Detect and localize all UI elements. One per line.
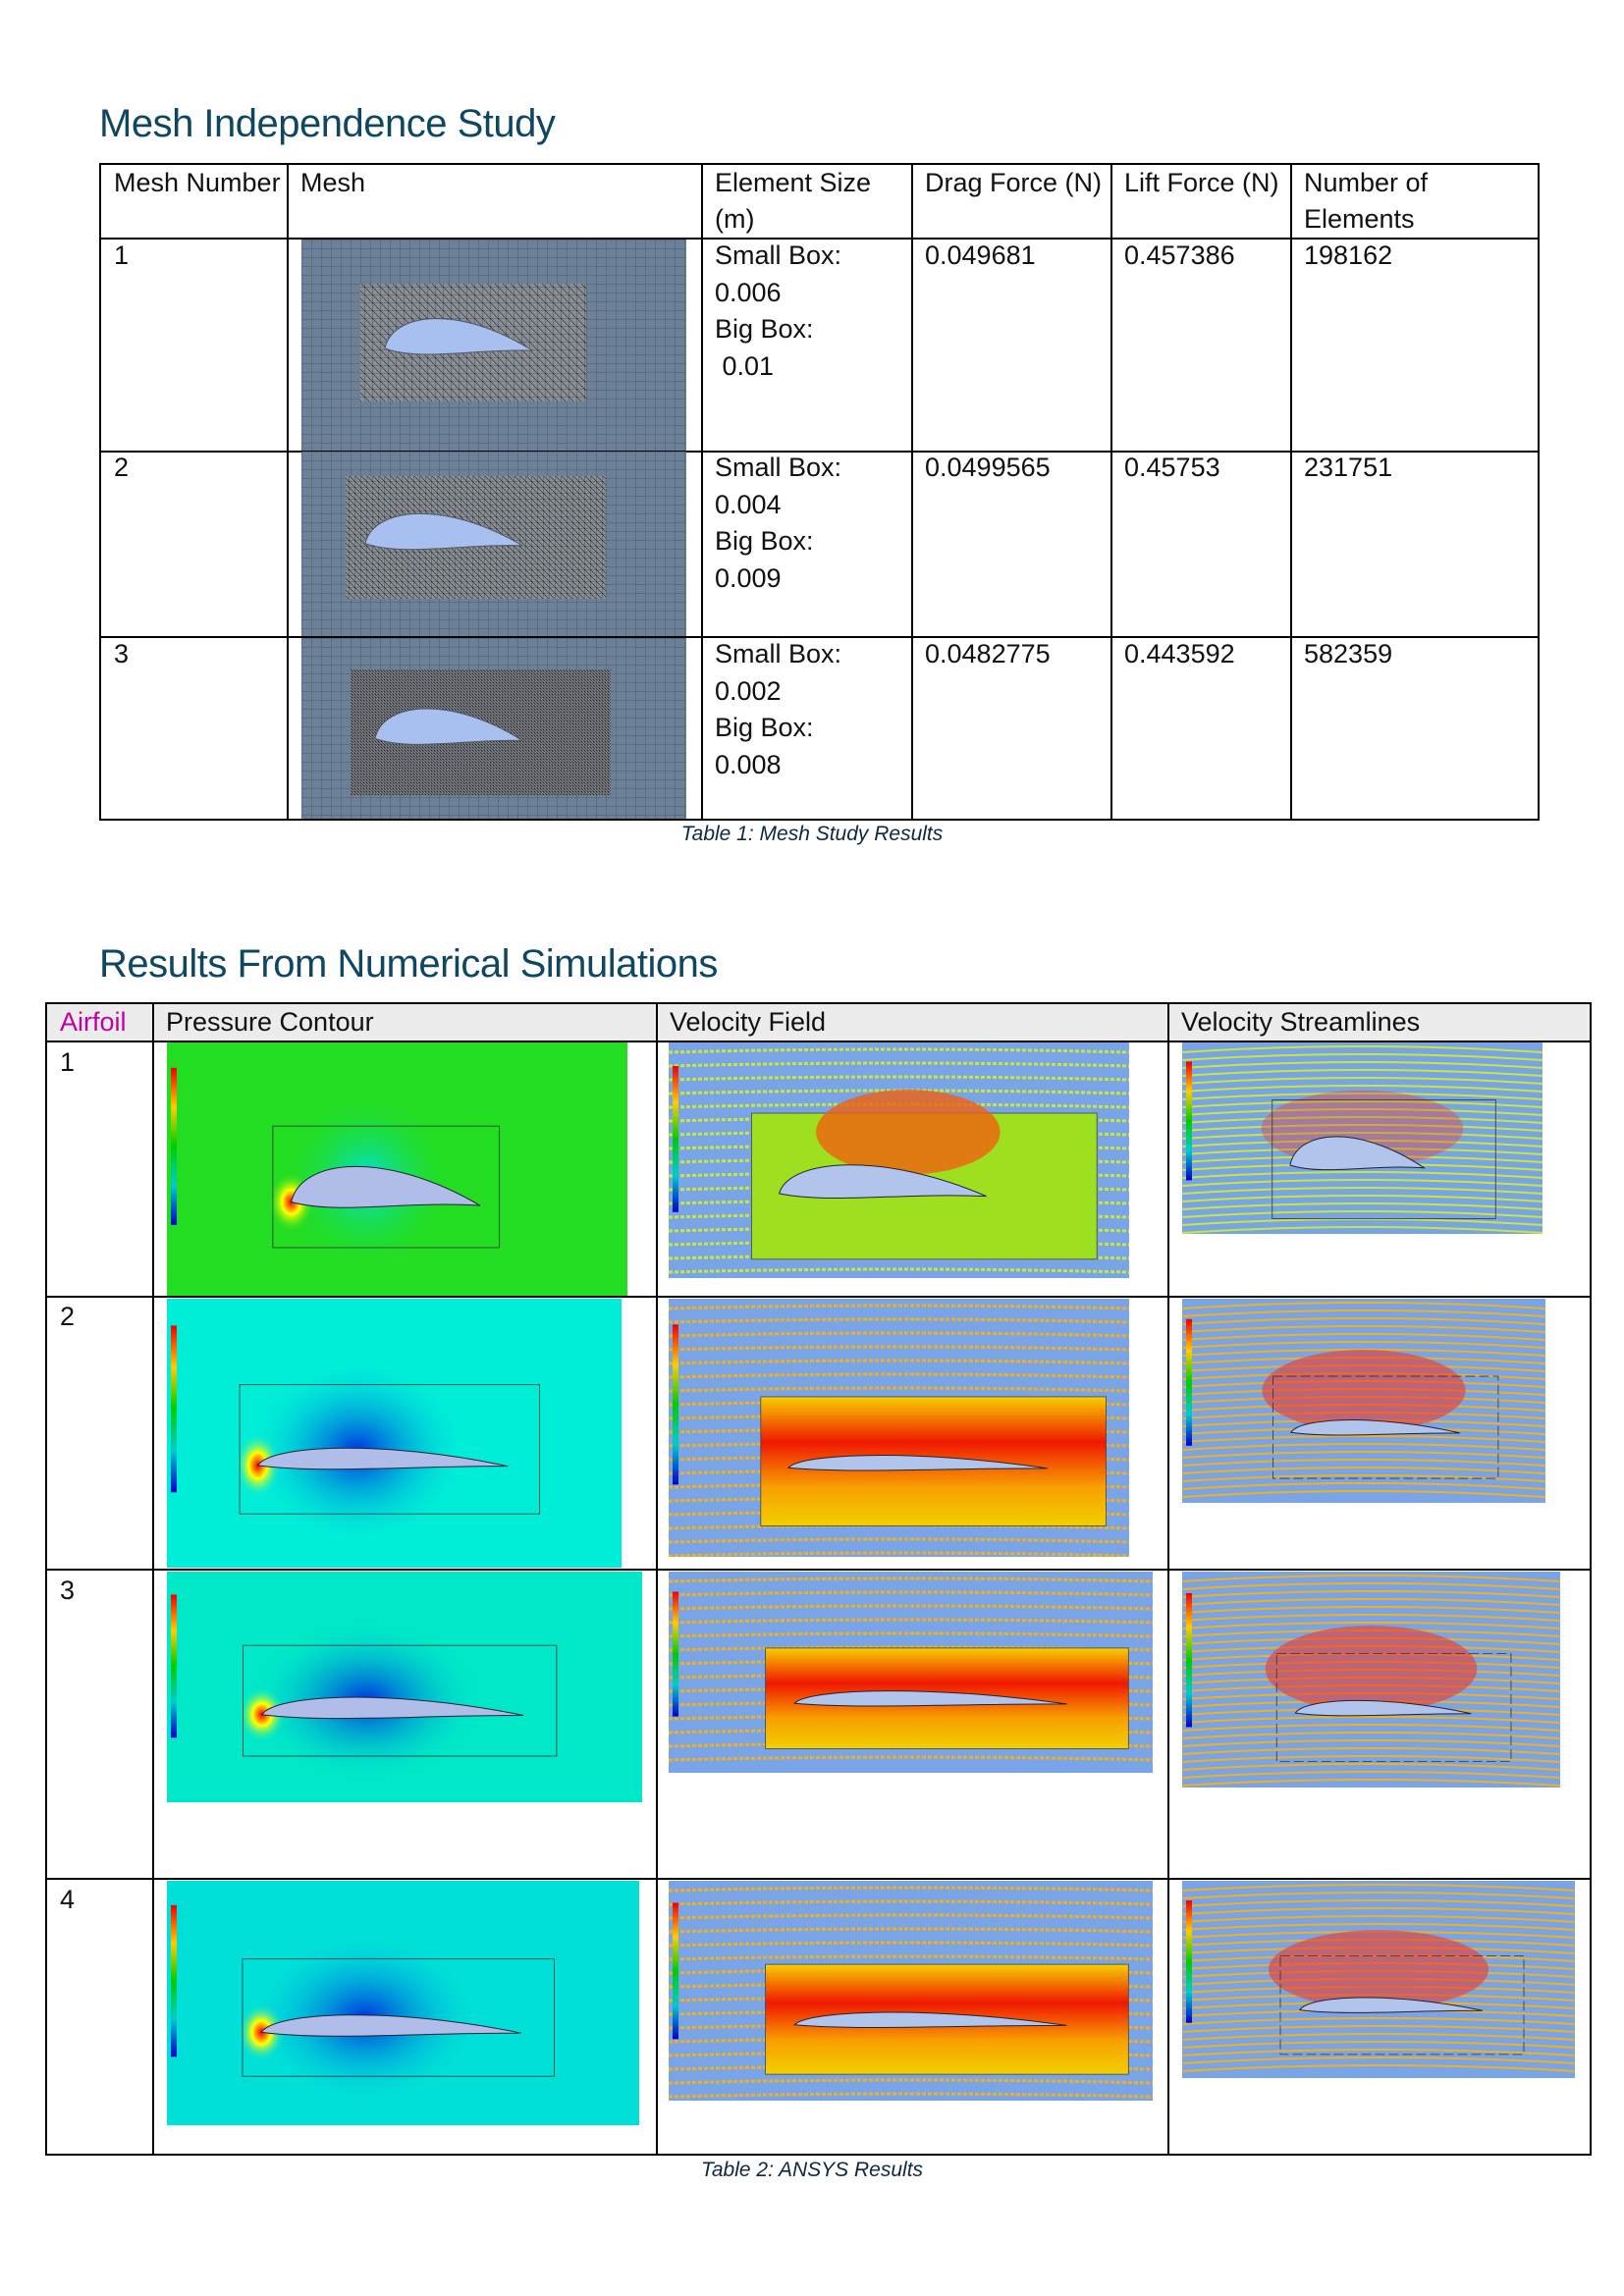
drag-force: 0.049681 (925, 240, 1036, 270)
pressure-contour-image (167, 1881, 639, 2125)
element-size-line: 0.004 (715, 489, 782, 519)
airfoil-number: 4 (60, 1885, 76, 1914)
mesh-study-title: Mesh Independence Study (99, 102, 556, 145)
table1-caption: Table 1: Mesh Study Results (680, 823, 944, 845)
velocity-field-image (669, 1299, 1129, 1557)
mesh-number: 1 (114, 240, 130, 270)
velocity-field-image (669, 1572, 1153, 1773)
results-header-0: Airfoil (60, 1007, 127, 1037)
mesh-header-4: Lift Force (N) (1124, 168, 1279, 197)
lift-force: 0.443592 (1124, 639, 1235, 668)
element-count: 231751 (1304, 453, 1393, 482)
results-header-3: Velocity Streamlines (1181, 1007, 1421, 1037)
mesh-header-5: Number of Elements (1304, 168, 1429, 234)
pressure-contour-image (167, 1042, 627, 1296)
velocity-streamlines-image (1182, 1042, 1543, 1234)
mesh-header-3: Drag Force (N) (925, 168, 1103, 197)
element-size-line: 0.002 (715, 675, 782, 706)
mesh-image (301, 452, 686, 636)
element-size-line: Big Box: (715, 526, 814, 557)
airfoil-number: 2 (60, 1302, 76, 1331)
mesh-header-0: Mesh Number (114, 168, 281, 197)
element-size-line: Small Box: (715, 453, 842, 482)
table2-caption: Table 2: ANSYS Results (700, 2159, 924, 2181)
mesh-image (301, 638, 686, 819)
element-size-line: 0.006 (715, 277, 782, 307)
airfoil-number: 1 (60, 1047, 76, 1077)
velocity-streamlines-image (1182, 1299, 1545, 1503)
element-size-line: Big Box: (715, 314, 814, 345)
mesh-header-1: Mesh (300, 168, 366, 197)
element-size-line: 0.01 (715, 350, 775, 381)
results-table (45, 1002, 1592, 2156)
mesh-image (301, 240, 686, 451)
mesh-header-2: Element Size (m) (715, 168, 872, 234)
results-header-2: Velocity Field (670, 1007, 827, 1037)
element-size-line: 0.009 (715, 562, 782, 593)
mesh-number: 3 (114, 639, 130, 668)
element-size-line: Small Box: (715, 639, 842, 668)
results-header-1: Pressure Contour (166, 1007, 374, 1037)
element-count: 198162 (1304, 240, 1393, 270)
mesh-number: 2 (114, 453, 130, 482)
airfoil-number: 3 (60, 1575, 76, 1605)
mesh-study-table (99, 163, 1540, 821)
drag-force: 0.0499565 (925, 453, 1051, 482)
velocity-streamlines-image (1182, 1881, 1575, 2078)
velocity-field-image (669, 1881, 1153, 2101)
element-size-line: 0.008 (715, 749, 782, 779)
element-count: 582359 (1304, 639, 1393, 668)
pressure-contour-image (167, 1299, 622, 1568)
velocity-streamlines-image (1182, 1572, 1560, 1788)
element-size-line: Big Box: (715, 713, 814, 743)
lift-force: 0.45753 (1124, 453, 1220, 482)
lift-force: 0.457386 (1124, 240, 1235, 270)
velocity-field-image (669, 1042, 1129, 1278)
drag-force: 0.0482775 (925, 639, 1051, 668)
pressure-contour-image (167, 1572, 642, 1802)
element-size-line: Small Box: (715, 240, 842, 270)
results-title: Results From Numerical Simulations (99, 942, 718, 986)
